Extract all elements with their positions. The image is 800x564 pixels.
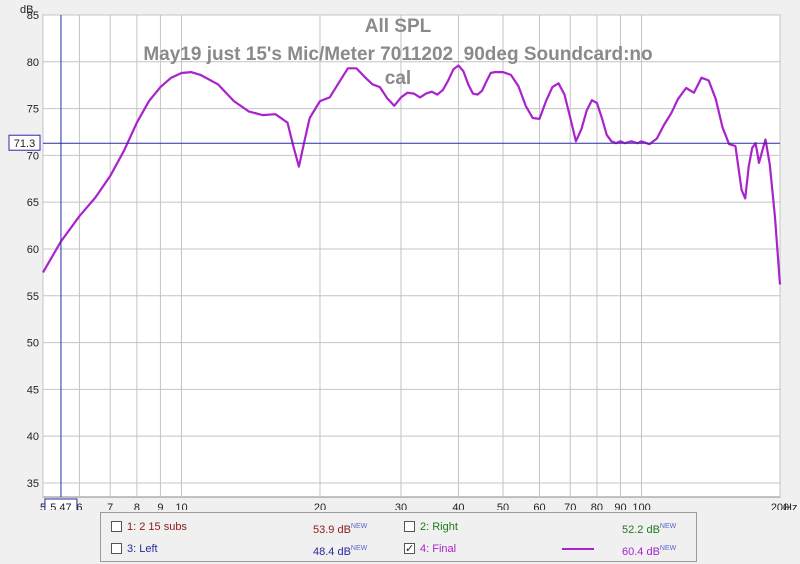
x-tick-label: 100	[632, 502, 650, 510]
chart-title-line3: cal	[385, 68, 411, 89]
y-tick-label: 80	[27, 57, 39, 69]
grid	[42, 14, 781, 497]
x-tick-label: 90	[614, 502, 626, 510]
legend-panel: 1: 2 15 subs 53.9 dBNEW 2: Right 52.2 dB…	[100, 512, 697, 562]
x-tick-label: 20	[314, 502, 326, 510]
x-tick-label: 5	[40, 502, 46, 510]
spl-chart: All SPL May19 just 15's Mic/Meter 701120…	[8, 4, 797, 510]
x-tick-label: 6	[76, 502, 82, 510]
x-tick-label: 80	[591, 502, 603, 510]
x-tick-labels: 5 6 7 8 9 10 20 30 40 50 60 70 80 90 100 200	[40, 502, 789, 510]
x-tick-label: 50	[497, 502, 509, 510]
legend-label: 1: 2 15 subs	[127, 521, 187, 533]
y-tick-label: 75	[27, 104, 39, 116]
legend-value: 52.2 dBNEW	[622, 523, 677, 536]
y-tick-label: 85	[27, 10, 39, 22]
x-axis-unit: Hz	[784, 502, 797, 510]
legend-checkbox[interactable]	[404, 541, 415, 557]
y-tick-label: 35	[27, 478, 39, 490]
y-tick-label: 50	[27, 338, 39, 350]
x-tick-label: 40	[452, 502, 464, 510]
x-tick-label: 30	[395, 502, 407, 510]
y-tick-labels: 85 80 75 70 65 60 55 50 45 40 35	[27, 10, 39, 490]
x-tick-label: 7	[107, 502, 113, 510]
new-badge: NEW	[350, 523, 368, 530]
plot-area[interactable]	[42, 14, 781, 498]
legend-value: 53.9 dBNEW	[313, 523, 368, 536]
y-axis-label: dB	[20, 4, 33, 16]
x-tick-label: 70	[564, 502, 576, 510]
legend-label: 4: Final	[420, 543, 457, 555]
x-tick-label: 10	[175, 502, 187, 510]
y-tick-label: 45	[27, 384, 39, 396]
y-tick-label: 55	[27, 291, 39, 303]
legend-checkbox[interactable]	[111, 543, 122, 554]
y-tick-label: 65	[27, 197, 39, 209]
cursor-y-readout: 71.3	[14, 138, 35, 150]
legend-label: 2: Right	[420, 521, 458, 533]
legend-checkbox[interactable]	[111, 521, 122, 532]
y-tick-label: 40	[27, 431, 39, 443]
chart-title-line1: All SPL	[365, 16, 432, 37]
cursor-x-readout-box	[44, 498, 78, 510]
new-badge: NEW	[659, 545, 677, 552]
x-tick-label: 8	[134, 502, 140, 510]
cursor-group[interactable]: 71.3 5.47	[8, 15, 780, 510]
new-badge: NEW	[350, 545, 368, 552]
y-tick-label: 70	[27, 150, 39, 162]
legend-label: 3: Left	[127, 543, 158, 555]
legend-checkbox[interactable]	[404, 521, 415, 532]
new-badge: NEW	[659, 523, 677, 530]
series-line-final	[42, 64, 782, 285]
x-tick-label: 60	[533, 502, 545, 510]
x-tick-label: 9	[157, 502, 163, 510]
cursor-y-readout-box	[8, 134, 41, 151]
legend-line-swatch	[562, 548, 594, 550]
legend-value: 48.4 dBNEW	[313, 545, 368, 558]
series-group	[42, 64, 782, 285]
y-tick-label: 60	[27, 244, 39, 256]
x-tick-label: 200	[771, 502, 789, 510]
chart-title-line2: May19 just 15's Mic/Meter 7011202_90deg …	[143, 44, 652, 65]
cursor-x-readout: 5.47	[50, 502, 71, 510]
legend-value: 60.4 dBNEW	[622, 545, 677, 558]
